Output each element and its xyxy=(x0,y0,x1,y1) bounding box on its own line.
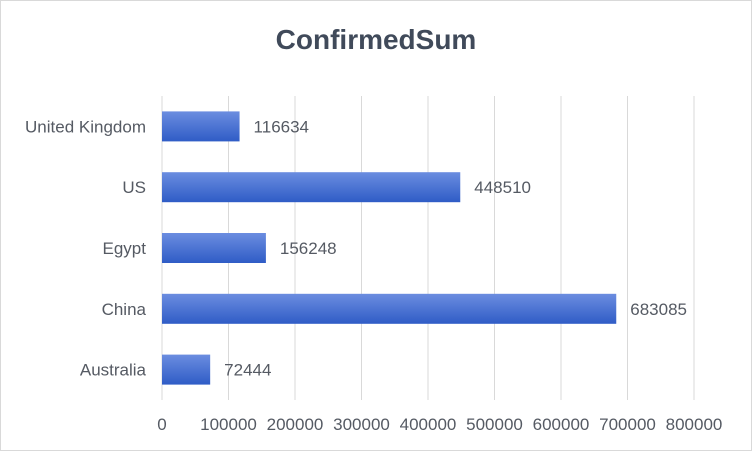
x-tick-label: 700000 xyxy=(599,415,656,434)
x-tick-label: 400000 xyxy=(400,415,457,434)
category-label: US xyxy=(122,178,146,197)
bar-united-kingdom xyxy=(162,111,240,142)
x-tick-label: 800000 xyxy=(666,415,723,434)
data-label: 116634 xyxy=(254,117,309,136)
x-tick-label: 0 xyxy=(157,415,166,434)
x-tick-label: 300000 xyxy=(333,415,390,434)
category-label: China xyxy=(102,300,147,319)
bar-us xyxy=(162,172,461,203)
category-label: United Kingdom xyxy=(25,117,146,136)
data-label: 683085 xyxy=(630,300,687,319)
x-tick-label: 500000 xyxy=(466,415,523,434)
data-label: 72444 xyxy=(224,361,271,380)
data-label: 448510 xyxy=(474,178,531,197)
labels: 0 100000 200000 300000 400000 500000 600000 700… xyxy=(25,117,722,434)
chart-title: ConfirmedSum xyxy=(275,24,477,55)
category-label: Egypt xyxy=(103,239,147,258)
bar-australia xyxy=(162,354,211,385)
x-tick-label: 600000 xyxy=(533,415,590,434)
data-label: 156248 xyxy=(280,239,337,258)
x-tick-label: 100000 xyxy=(200,415,257,434)
gridlines xyxy=(161,96,695,400)
category-label: Australia xyxy=(80,361,147,380)
x-tick-label: 200000 xyxy=(267,415,324,434)
bar-china xyxy=(162,293,617,324)
bar-egypt xyxy=(162,233,266,263)
bars xyxy=(162,111,617,385)
